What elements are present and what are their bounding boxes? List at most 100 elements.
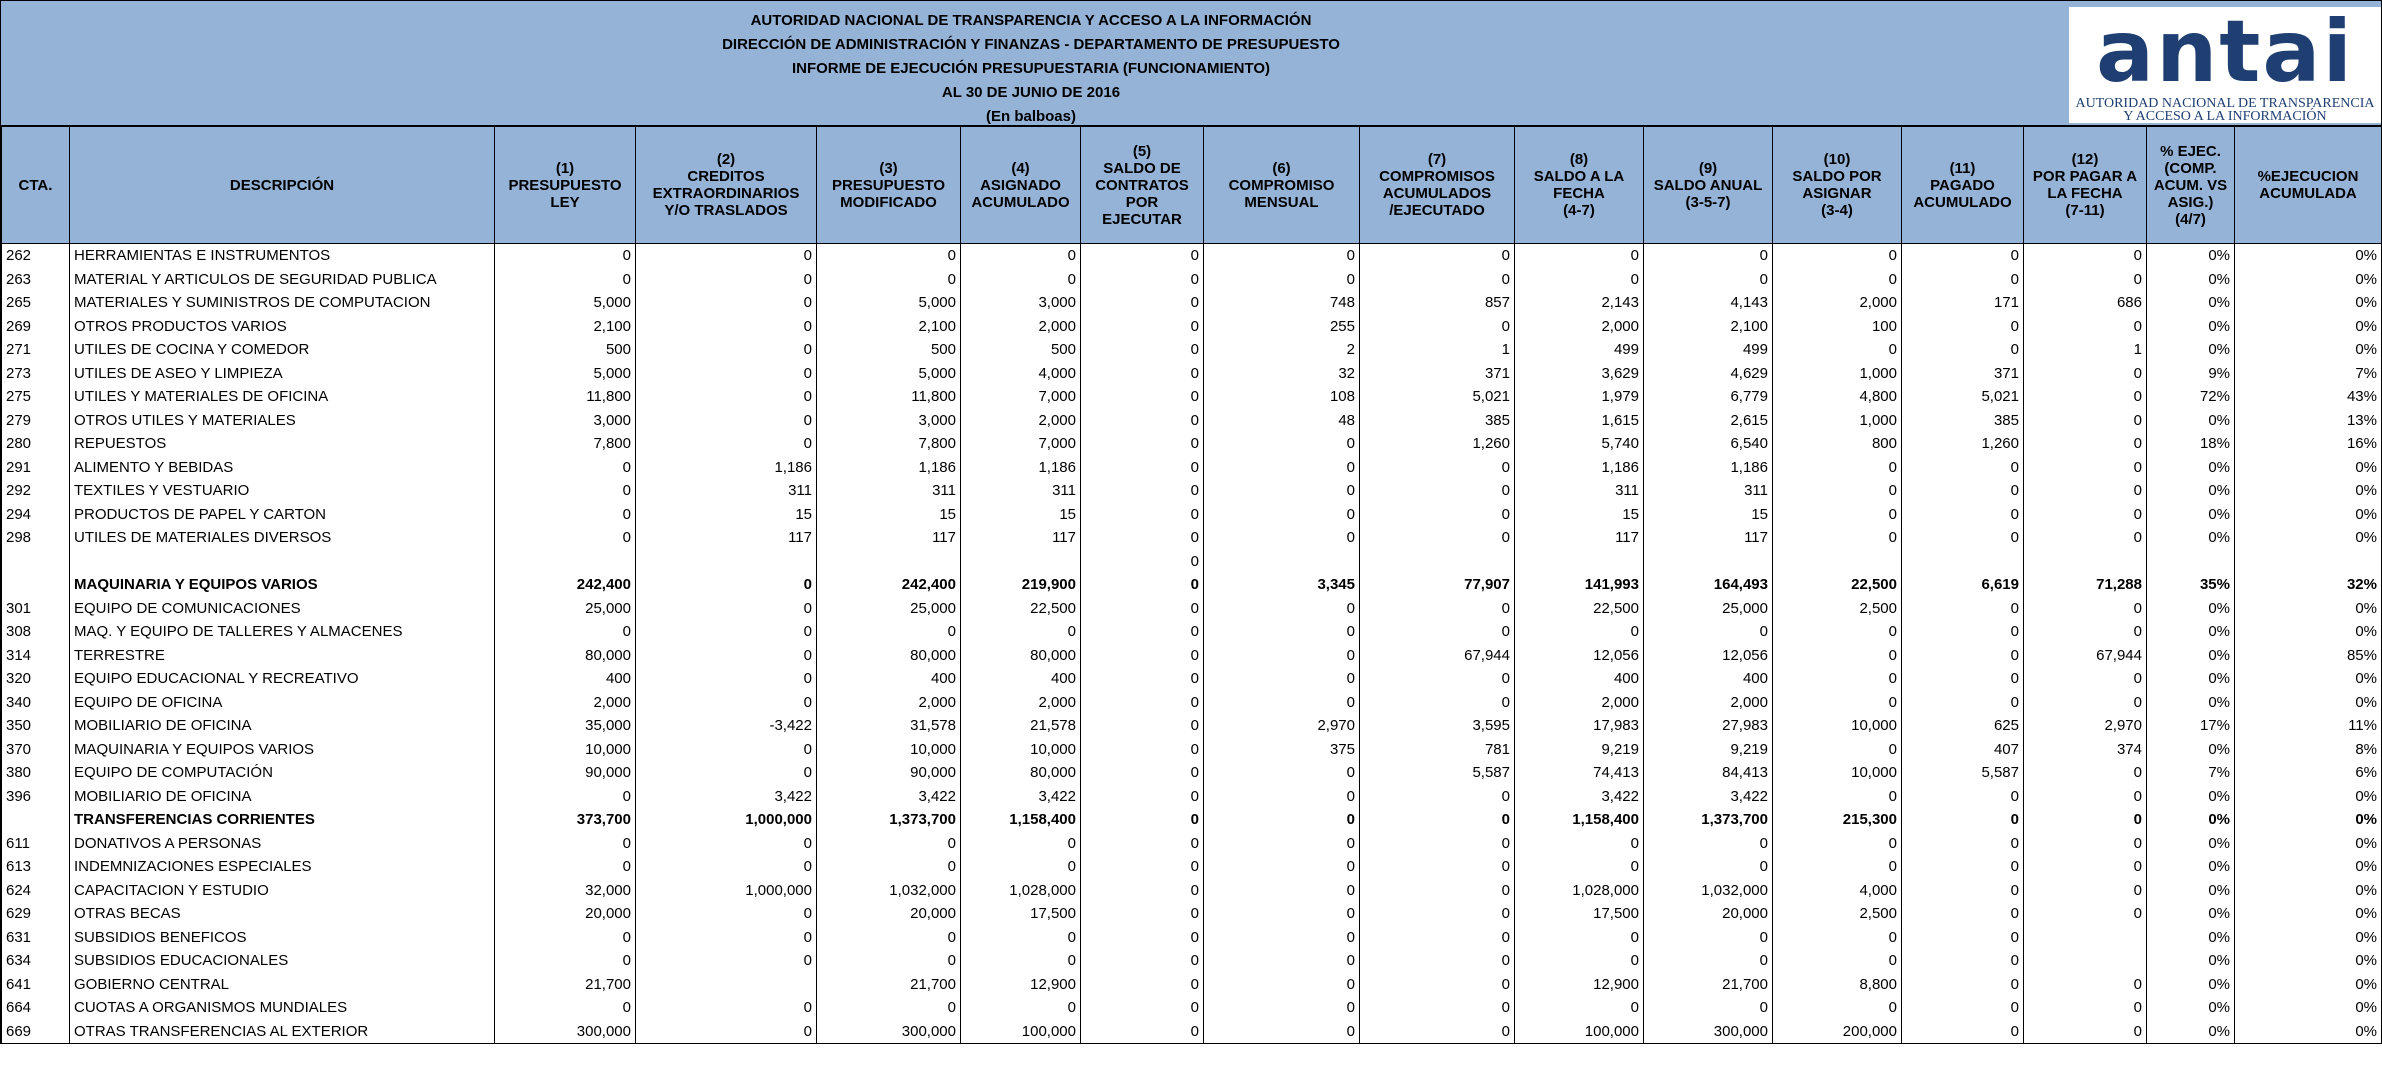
table-cell: 613: [1, 855, 70, 879]
column-header: (4) ASIGNADO ACUMULADO: [960, 126, 1081, 244]
table-cell: 0%: [2234, 784, 2382, 808]
table-cell: 0: [1901, 479, 2024, 503]
table-cell: 1,032,000: [1643, 878, 1773, 902]
table-cell: 1,186: [1514, 455, 1644, 479]
table-cell: 0: [635, 338, 817, 362]
table-cell: 15: [1643, 502, 1773, 526]
table-cell: 2,000: [1514, 690, 1644, 714]
table-cell: 634: [1, 949, 70, 973]
table-cell: 371: [1359, 361, 1515, 385]
table-cell: 117: [1514, 526, 1644, 550]
table-row: TRANSFERENCIAS CORRIENTES 373,700 1,000,00…: [1, 808, 2382, 832]
table-cell: 77,907: [1359, 573, 1515, 597]
table-cell: 371: [1901, 361, 2024, 385]
table-cell: 25,000: [816, 596, 961, 620]
table-cell: 0: [1359, 1019, 1515, 1043]
table-cell: 0: [2023, 855, 2147, 879]
table-cell: [1359, 549, 1515, 573]
table-cell: 0: [816, 996, 961, 1020]
table-cell: 0: [960, 620, 1081, 644]
table-cell: 2,000: [960, 408, 1081, 432]
table-cell: 0: [1080, 479, 1204, 503]
table-cell: 0: [1203, 526, 1360, 550]
table-cell: 164,493: [1643, 573, 1773, 597]
table-cell: 0: [1772, 737, 1902, 761]
table-cell: 1,260: [1901, 432, 2024, 456]
table-cell: 0%: [2146, 996, 2235, 1020]
table-cell: [2023, 949, 2147, 973]
table-cell: 141,993: [1514, 573, 1644, 597]
table-cell: SUBSIDIOS EDUCACIONALES: [69, 949, 495, 973]
table-cell: 4,800: [1772, 385, 1902, 409]
table-cell: MAQUINARIA Y EQUIPOS VARIOS: [69, 737, 495, 761]
table-cell: 0: [1514, 267, 1644, 291]
table-cell: 13%: [2234, 408, 2382, 432]
table-cell: 0%: [2146, 667, 2235, 691]
table-cell: 0: [635, 949, 817, 973]
table-cell: 0: [635, 1019, 817, 1043]
table-cell: 0: [1359, 972, 1515, 996]
table-cell: 0%: [2146, 690, 2235, 714]
table-cell: 0%: [2146, 855, 2235, 879]
column-header: (8) SALDO A LA FECHA (4-7): [1514, 126, 1644, 244]
table-cell: 0: [1080, 338, 1204, 362]
table-cell: 108: [1203, 385, 1360, 409]
table-cell: 0: [1080, 432, 1204, 456]
table-cell: 1,186: [635, 455, 817, 479]
table-cell: 0%: [2146, 1019, 2235, 1043]
table-cell: [1901, 549, 2024, 573]
table-cell: 3,422: [1643, 784, 1773, 808]
table-cell: CUOTAS A ORGANISMOS MUNDIALES: [69, 996, 495, 1020]
table-cell: 4,629: [1643, 361, 1773, 385]
table-cell: [2146, 549, 2235, 573]
table-cell: TEXTILES Y VESTUARIO: [69, 479, 495, 503]
table-cell: 3,345: [1203, 573, 1360, 597]
table-cell: 25,000: [1643, 596, 1773, 620]
table-cell: 0%: [2234, 902, 2382, 926]
table-row: 350 MOBILIARIO DE OFICINA 35,000 -3,422 31,5…: [1, 714, 2382, 738]
table-cell: 800: [1772, 432, 1902, 456]
table-cell: 32,000: [494, 878, 636, 902]
table-cell: 611: [1, 831, 70, 855]
logo: antai AUTORIDAD NACIONAL DE TRANSPARENCI…: [2069, 7, 2381, 124]
table-cell: 0: [2023, 902, 2147, 926]
table-cell: 215,300: [1772, 808, 1902, 832]
column-header: (2) CREDITOS EXTRAORDINARIOS Y/O TRASLAD…: [635, 126, 817, 244]
table-cell: 117: [635, 526, 817, 550]
table-cell: UTILES Y MATERIALES DE OFICINA: [69, 385, 495, 409]
table-cell: 314: [1, 643, 70, 667]
table-row: 641 GOBIERNO CENTRAL 21,700 21,700 12,900 0 0 0…: [1, 972, 2382, 996]
table-cell: 17,983: [1514, 714, 1644, 738]
table-cell: 0: [494, 925, 636, 949]
table-cell: 0: [2023, 432, 2147, 456]
table-cell: 0%: [2146, 314, 2235, 338]
table-cell: 380: [1, 761, 70, 785]
table-cell: 0: [1901, 784, 2024, 808]
table-cell: 0: [1203, 761, 1360, 785]
table-cell: 0: [635, 385, 817, 409]
table-cell: 0: [1080, 761, 1204, 785]
table-row: 308 MAQ. Y EQUIPO DE TALLERES Y ALMACENES…: [1, 620, 2382, 644]
table-cell: 0: [816, 949, 961, 973]
table-cell: 12,056: [1643, 643, 1773, 667]
table-row: 279 OTROS UTILES Y MATERIALES 3,000 0 3,000 2…: [1, 408, 2382, 432]
table-cell: 80,000: [960, 761, 1081, 785]
table-cell: 200,000: [1772, 1019, 1902, 1043]
table-cell: 0%: [2146, 479, 2235, 503]
table-cell: 0: [1514, 243, 1644, 268]
column-header: CTA.: [1, 126, 70, 244]
table-cell: 0: [1772, 784, 1902, 808]
table-row: 301 EQUIPO DE COMUNICACIONES 25,000 0 25,000…: [1, 596, 2382, 620]
table-cell: 21,700: [494, 972, 636, 996]
table-row: 380 EQUIPO DE COMPUTACIÓN 90,000 0 90,000 80,…: [1, 761, 2382, 785]
table-cell: 629: [1, 902, 70, 926]
table-cell: 0%: [2146, 455, 2235, 479]
table-cell: ALIMENTO Y BEBIDAS: [69, 455, 495, 479]
table-cell: 263: [1, 267, 70, 291]
table-cell: 0: [1772, 643, 1902, 667]
table-cell: MATERIAL Y ARTICULOS DE SEGURIDAD PUBLIC…: [69, 267, 495, 291]
table-cell: 0: [2023, 784, 2147, 808]
table-cell: 0: [494, 831, 636, 855]
table-cell: 308: [1, 620, 70, 644]
table-cell: REPUESTOS: [69, 432, 495, 456]
